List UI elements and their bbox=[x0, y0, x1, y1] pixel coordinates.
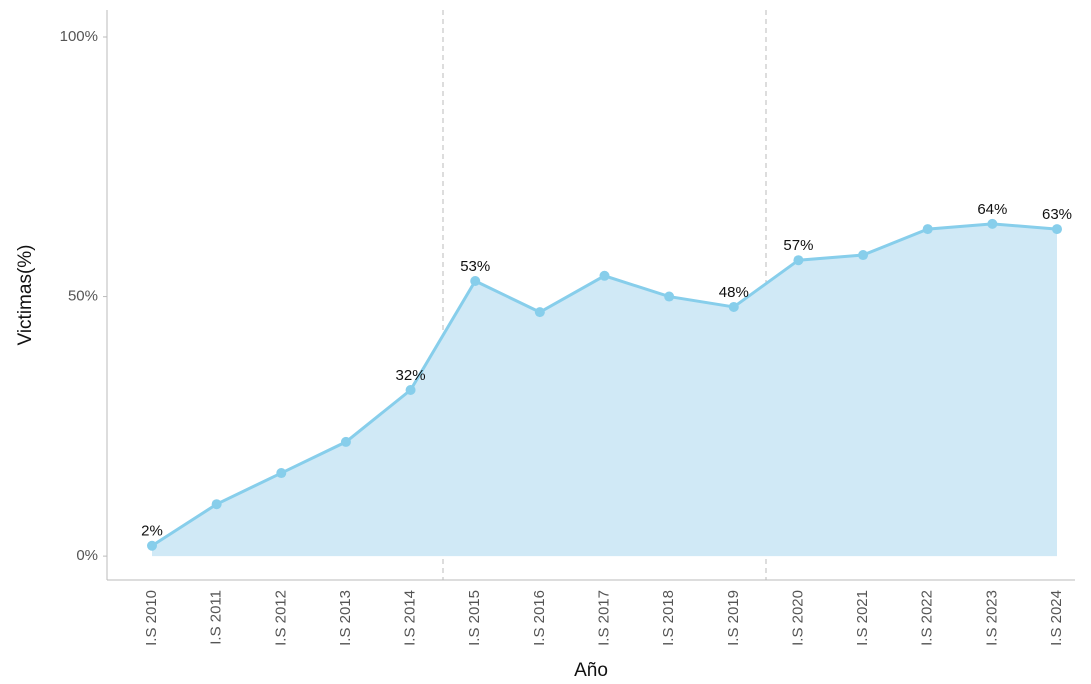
point bbox=[211, 499, 222, 510]
point bbox=[987, 218, 998, 229]
x-tick-label: I.S 2011 bbox=[208, 590, 225, 645]
point bbox=[599, 270, 610, 281]
data-label: 63% bbox=[1042, 206, 1072, 223]
y-tick-label: 50% bbox=[68, 288, 98, 305]
point bbox=[534, 307, 545, 318]
x-tick-label: I.S 2013 bbox=[337, 590, 354, 646]
data-label: 53% bbox=[460, 258, 490, 275]
x-axis-label: Año bbox=[574, 660, 608, 681]
x-tick-label: I.S 2020 bbox=[789, 590, 806, 646]
y-tick-label: 100% bbox=[60, 28, 98, 45]
x-tick-label: I.S 2015 bbox=[466, 590, 483, 646]
y-tick-label: 0% bbox=[76, 547, 98, 564]
point bbox=[470, 275, 481, 286]
point bbox=[276, 468, 287, 479]
x-tick-label: I.S 2017 bbox=[595, 590, 612, 646]
point bbox=[405, 385, 416, 395]
data-label: 2% bbox=[141, 523, 163, 540]
x-tick-label: I.S 2024 bbox=[1048, 590, 1065, 646]
area bbox=[152, 223, 1057, 557]
point bbox=[922, 224, 933, 235]
point bbox=[858, 250, 869, 261]
point bbox=[728, 301, 739, 312]
x-tick-label: I.S 2016 bbox=[531, 590, 548, 646]
data-label: 48% bbox=[719, 284, 749, 301]
x-tick-label: I.S 2023 bbox=[983, 590, 1000, 646]
point bbox=[147, 540, 157, 551]
data-label: 64% bbox=[977, 201, 1007, 218]
data-label: 32% bbox=[396, 367, 426, 384]
point bbox=[793, 255, 804, 266]
x-tick-label: I.S 2022 bbox=[919, 590, 936, 646]
x-tick-label: I.S 2012 bbox=[272, 590, 289, 646]
x-tick-label: I.S 2019 bbox=[725, 590, 742, 646]
x-tick-label: I.S 2010 bbox=[143, 590, 160, 646]
x-tick-label: I.S 2018 bbox=[660, 590, 677, 646]
x-tick-label: I.S 2021 bbox=[854, 590, 871, 646]
point bbox=[340, 436, 351, 447]
point bbox=[1052, 224, 1062, 235]
y-axis-label: Victimas(%) bbox=[15, 245, 36, 346]
x-tick-label: I.S 2014 bbox=[402, 590, 419, 646]
data-label: 57% bbox=[783, 237, 813, 254]
point bbox=[664, 291, 675, 302]
